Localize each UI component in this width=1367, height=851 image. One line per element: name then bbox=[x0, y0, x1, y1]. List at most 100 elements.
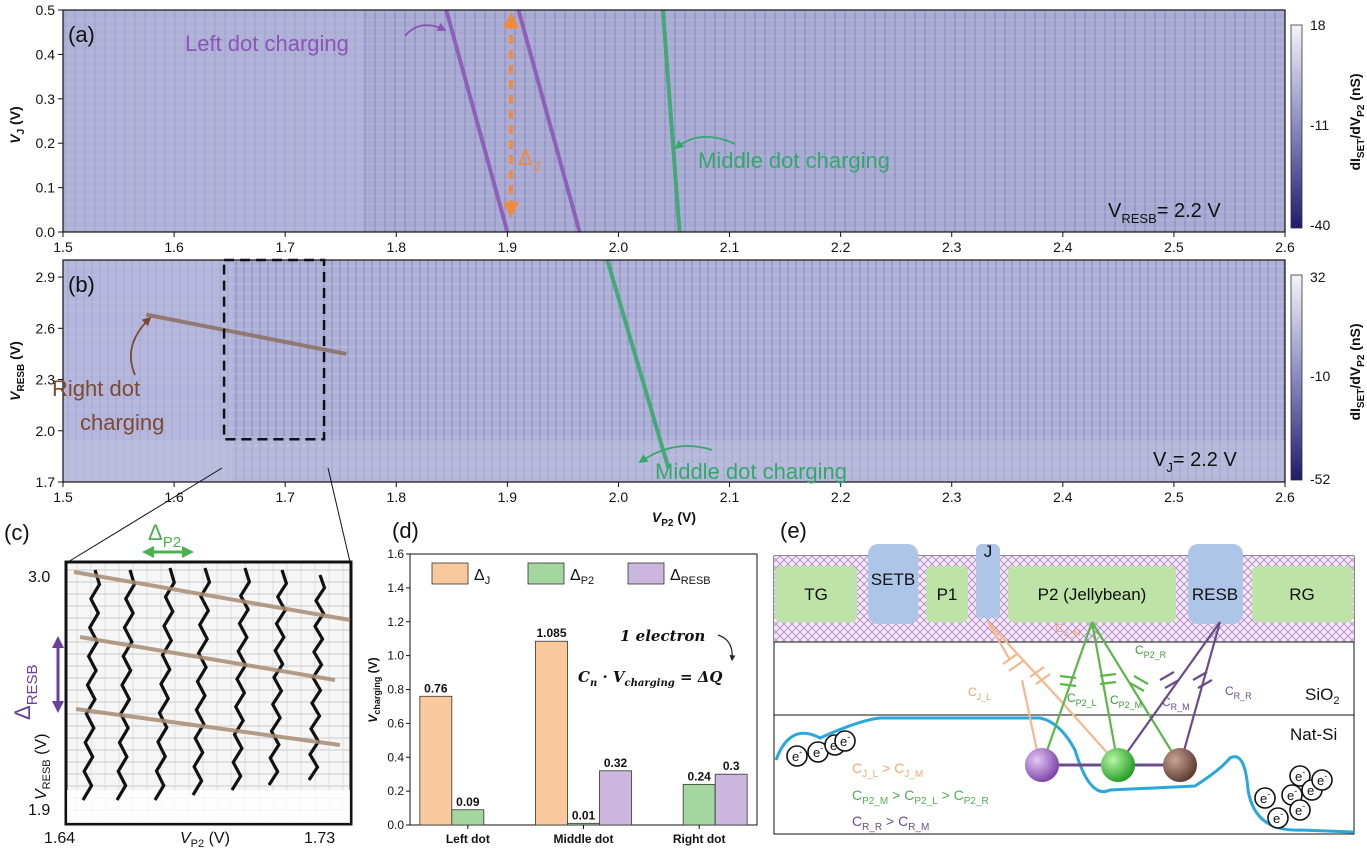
y-tick-label: 0.2 bbox=[387, 784, 404, 798]
y-tick-label: 0.4 bbox=[387, 750, 404, 764]
x-tick-label: 1.9 bbox=[498, 239, 518, 255]
x-tick-label: 2.3 bbox=[942, 489, 962, 505]
y-tick-label: 1.0 bbox=[387, 649, 404, 663]
cap-cr-m: CR_M bbox=[1162, 695, 1190, 712]
bar-value-label: 0.09 bbox=[456, 795, 480, 809]
zoom-connector-right bbox=[327, 467, 351, 563]
svg-text:e-: e- bbox=[1295, 767, 1305, 784]
gate-j bbox=[976, 544, 1000, 618]
cap-cr-r: CR_R bbox=[1225, 684, 1252, 701]
left-dot-pointer bbox=[404, 22, 447, 37]
x-tick-label: 2.2 bbox=[831, 239, 851, 255]
electrons: e-e-e-e-e-e-e-e-e-e-e- bbox=[786, 730, 1333, 829]
panel-a-cbar-min: -40 bbox=[1310, 217, 1330, 233]
right-dot-line bbox=[79, 635, 336, 682]
legend-label: ΔP2 bbox=[570, 567, 594, 587]
bar-value-label: 1.085 bbox=[536, 626, 566, 640]
panel-a-cbar-max: 18 bbox=[1310, 17, 1326, 33]
right-dot-pointer bbox=[129, 316, 152, 376]
delta-resb-label: ΔRESB bbox=[10, 664, 41, 720]
panel-c-xtick-left: 1.64 bbox=[44, 830, 75, 847]
y-tick-label: 0.2 bbox=[36, 135, 56, 151]
left-dot-line-1 bbox=[444, 9, 510, 233]
panel-e: (e) TG SETB P1 J P2 (Jellybean) RESB RG … bbox=[773, 518, 1355, 835]
y-tick-label: 0.4 bbox=[36, 46, 56, 62]
bar-value-label: 0.3 bbox=[723, 759, 740, 773]
cap-cp2-l: CP2_L bbox=[1067, 691, 1097, 708]
legend-swatch bbox=[627, 562, 665, 585]
y-tick-label: 0.0 bbox=[36, 224, 56, 240]
x-tick-label: 2.5 bbox=[1164, 239, 1184, 255]
electron-icon: e- bbox=[1289, 799, 1311, 821]
legend-swatch bbox=[527, 562, 565, 585]
panel-c-lines bbox=[73, 567, 351, 801]
sio2-label: SiO2 bbox=[1305, 685, 1339, 707]
panel-a-y-axis-label: VJ (V) bbox=[7, 106, 27, 143]
svg-text:e-: e- bbox=[1273, 809, 1283, 826]
x-tick-label: 2.4 bbox=[1053, 489, 1073, 505]
x-tick-label: 1.7 bbox=[275, 239, 295, 255]
y-tick-label: 2.3 bbox=[36, 372, 56, 388]
x-tick-label: 2.1 bbox=[720, 239, 740, 255]
gate-setb bbox=[868, 544, 918, 624]
panel-d-y-axis-label: Vcharging (V) bbox=[366, 657, 382, 722]
bar-middle-dot-2 bbox=[599, 770, 632, 826]
y-tick-label: 0.8 bbox=[387, 683, 404, 697]
y-tick-label: 1.2 bbox=[387, 615, 404, 629]
y-tick-label: 0.5 bbox=[36, 2, 56, 18]
panel-b-cbar-min: -52 bbox=[1310, 471, 1330, 487]
svg-text:e-: e- bbox=[813, 743, 823, 760]
panel-d-y-ticks: 0.0 0.2 0.4 0.6 0.8 1.0 1.2 1.4 1.6 bbox=[387, 547, 410, 832]
cap-cp2-r: CP2_R bbox=[1135, 643, 1167, 660]
x-tick-label: 2.0 bbox=[609, 489, 629, 505]
gate-p1 bbox=[926, 566, 968, 622]
panel-b-cbar-mid: -10 bbox=[1310, 368, 1330, 384]
cap-cp2-m: CP2_M bbox=[1110, 693, 1142, 710]
charging-trace bbox=[115, 569, 137, 801]
potential-curve bbox=[774, 716, 1355, 834]
y-tick-label: 2.6 bbox=[36, 320, 56, 336]
inequality-cj: CJ_L > CJ_M bbox=[852, 760, 923, 780]
one-electron-pointer bbox=[717, 634, 736, 662]
panel-c-x-axis-label: VP2 (V) bbox=[180, 830, 230, 850]
bar-middle-dot-0 bbox=[535, 640, 568, 826]
zoom-box bbox=[222, 258, 326, 441]
bar-right-dot-1 bbox=[682, 783, 716, 826]
right-dot-label-line1: Right dot bbox=[52, 376, 140, 401]
panel-b-lines bbox=[145, 259, 671, 469]
panel-a-colorbar bbox=[1290, 24, 1303, 229]
middle-dot-sphere bbox=[1101, 748, 1135, 782]
gate-rg bbox=[1252, 566, 1353, 622]
panel-a-y-ticks: 0.0 0.1 0.2 0.3 0.4 0.5 bbox=[36, 2, 63, 240]
gate-p2-label: P2 (Jellybean) bbox=[1038, 585, 1147, 604]
delta-j-label: ΔJ bbox=[518, 145, 540, 176]
x-tick-label: 1.5 bbox=[53, 489, 73, 505]
gate-j-label: J bbox=[984, 542, 993, 561]
panel-b-label: (b) bbox=[68, 272, 95, 297]
y-tick-label: 1.7 bbox=[36, 474, 56, 490]
gate-rg-label: RG bbox=[1289, 585, 1315, 604]
x-tick-label: 1.8 bbox=[387, 239, 407, 255]
delta-p2-label: ΔP2 bbox=[148, 520, 181, 551]
legend-label: ΔRESB bbox=[670, 567, 711, 587]
gate-tg bbox=[775, 566, 857, 622]
electron-icon: e- bbox=[1311, 769, 1333, 791]
left-dot-charging-label: Left dot charging bbox=[185, 31, 349, 56]
panel-a-x-ticks: 1.5 1.6 1.7 1.8 1.9 2.0 2.1 2.2 2.3 2.4 2.5 2.6 bbox=[53, 232, 1295, 255]
category-label: Left dot bbox=[446, 832, 490, 846]
middle-dot-pointer-b bbox=[638, 445, 713, 464]
panel-b-y-axis-label: VRESB (V) bbox=[7, 341, 27, 401]
left-dot-sphere bbox=[1025, 748, 1059, 782]
y-tick-label: 2.0 bbox=[36, 423, 56, 439]
gate-resb-label: RESB bbox=[1192, 585, 1238, 604]
y-tick-label: 1.4 bbox=[387, 581, 404, 595]
x-tick-label: 2.0 bbox=[609, 239, 629, 255]
x-tick-label: 1.9 bbox=[498, 489, 518, 505]
electron-icon: e- bbox=[1289, 765, 1311, 787]
charging-trace bbox=[191, 567, 212, 796]
legend-swatch bbox=[431, 562, 469, 585]
bar-value-label: 0.01 bbox=[572, 808, 596, 822]
svg-text:e-: e- bbox=[840, 732, 850, 749]
svg-text:e-: e- bbox=[1287, 786, 1297, 803]
